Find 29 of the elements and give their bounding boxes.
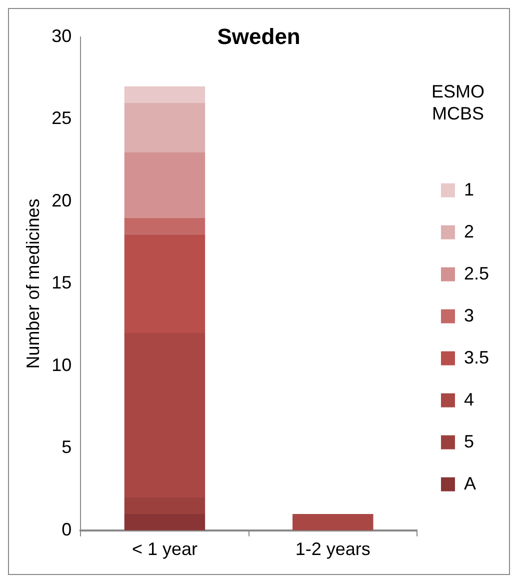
legend-label: 3.5 [464, 347, 490, 368]
bar [292, 514, 374, 530]
x-tick-label: < 1 year [132, 539, 198, 560]
legend-label: 3 [464, 305, 474, 326]
y-tick-label: 20 [52, 190, 72, 210]
y-axis-title: Number of medicines [22, 198, 43, 369]
y-tick-label: 30 [52, 26, 72, 46]
bar [124, 234, 206, 334]
bar [124, 218, 206, 234]
legend-label: 1 [464, 179, 474, 200]
bar [124, 152, 206, 218]
bar [124, 102, 206, 152]
y-tick-label: 15 [52, 272, 72, 293]
legend-label: 5 [464, 431, 474, 452]
legend-label: 2.5 [464, 263, 490, 284]
chart-title: Sweden [217, 24, 300, 50]
legend-label: 4 [464, 389, 474, 410]
y-tick-label: 0 [62, 519, 72, 540]
y-tick-label: 5 [62, 437, 72, 458]
legend-label: 2 [464, 221, 474, 242]
legend-label: A [464, 473, 476, 494]
y-tick-label: 10 [52, 354, 72, 375]
bar [124, 514, 206, 530]
x-tick-label: 1-2 years [295, 539, 370, 560]
bar [124, 498, 206, 514]
y-tick-label: 25 [52, 108, 72, 128]
bar [124, 333, 206, 498]
legend-title: ESMO MCBS [431, 82, 484, 124]
bar [124, 86, 206, 103]
